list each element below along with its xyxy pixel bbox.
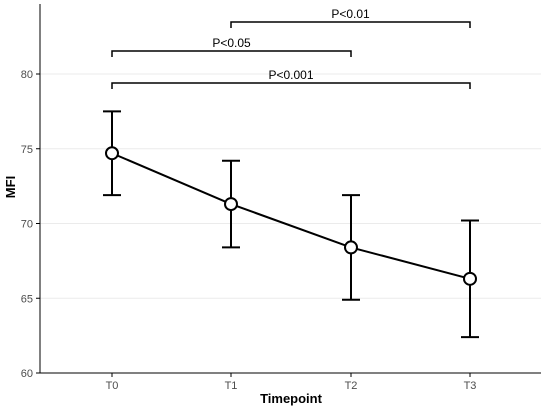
grid-lines (40, 73, 541, 374)
significance-bracket-3 (111, 82, 471, 89)
x-tick-label-T0: T0 (106, 380, 119, 392)
significance-bracket-1 (230, 21, 471, 28)
y-tick-label-65: 65 (21, 293, 33, 305)
data-point-T0 (105, 146, 119, 161)
x-tick-label-T2: T2 (345, 380, 358, 392)
y-tick-label-70: 70 (21, 219, 33, 231)
significance-label-3: P<0.001 (268, 68, 313, 82)
data-series (103, 110, 479, 339)
x-tick-label-T3: T3 (464, 380, 477, 392)
significance-bracket-2 (111, 50, 352, 57)
data-point-T2 (344, 240, 358, 255)
data-point-T1 (224, 197, 238, 212)
significance-annotations: P<0.01 P<0.05 P<0.001 (111, 7, 471, 89)
significance-label-2: P<0.05 (212, 36, 251, 50)
x-axis-title: Timepoint (260, 391, 323, 406)
y-tick-label-80: 80 (21, 69, 33, 81)
axes: 60 65 70 75 80 T0 T1 T2 T3 (21, 4, 541, 392)
x-tick-label-T1: T1 (225, 380, 238, 392)
data-point-T3 (463, 271, 477, 286)
y-tick-label-75: 75 (21, 144, 33, 156)
significance-label-1: P<0.01 (331, 7, 370, 21)
series-line-1 (111, 152, 471, 280)
y-axis-title: MFI (3, 176, 18, 198)
y-tick-label-60: 60 (21, 368, 33, 380)
